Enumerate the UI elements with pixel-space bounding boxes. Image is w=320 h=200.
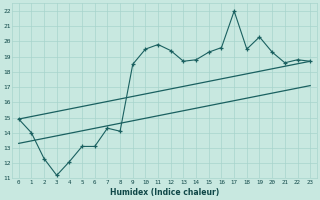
X-axis label: Humidex (Indice chaleur): Humidex (Indice chaleur) [110, 188, 219, 197]
